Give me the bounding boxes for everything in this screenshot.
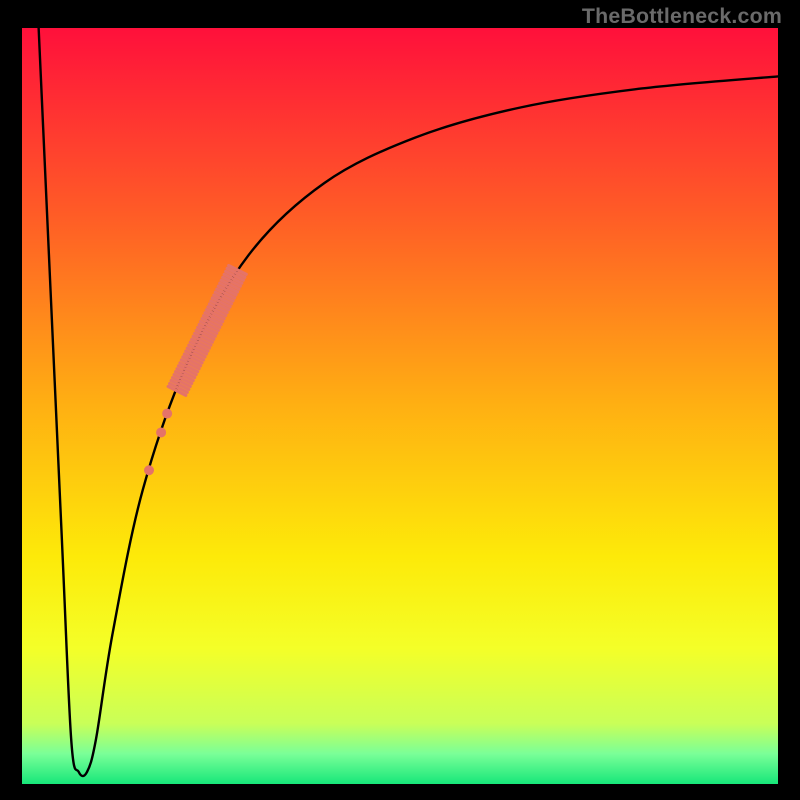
chart-frame: TheBottleneck.com <box>0 0 800 800</box>
bottleneck-curve <box>22 28 778 784</box>
watermark-text: TheBottleneck.com <box>582 4 782 29</box>
curve-path <box>39 28 778 776</box>
plot-area <box>22 28 778 780</box>
highlight-band <box>168 266 246 396</box>
